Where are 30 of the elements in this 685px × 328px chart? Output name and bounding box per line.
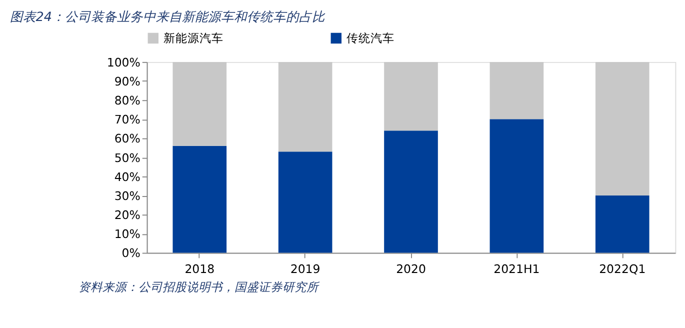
bar (278, 152, 332, 253)
bar (595, 196, 650, 253)
bar (384, 130, 438, 253)
y-tick-label: 0% (122, 246, 140, 260)
y-tick-label: 70% (114, 112, 140, 127)
bar (490, 62, 544, 120)
x-tick-label: 2018 (184, 262, 215, 276)
y-tick-label: 30% (114, 188, 140, 203)
y-tick-label: 60% (114, 132, 140, 146)
bar (172, 146, 227, 253)
y-tick-label: 40% (114, 170, 140, 184)
y-tick-label: 50% (114, 150, 140, 165)
bar (172, 62, 227, 146)
bar (384, 62, 438, 131)
bar (490, 119, 544, 253)
y-tick-label: 80% (114, 94, 140, 108)
y-tick-label: 100% (106, 55, 140, 70)
chart-title: 图表24：公司装备业务中来自新能源车和传统车的占比 (10, 8, 326, 24)
legend-label: 传统汽车 (346, 31, 394, 46)
y-tick-label: 90% (114, 74, 140, 88)
y-tick-label: 20% (114, 208, 140, 222)
bar (595, 62, 650, 196)
x-tick-label: 2021H1 (494, 262, 540, 276)
bar (278, 62, 332, 152)
legend-label: 新能源汽车 (163, 31, 224, 46)
x-tick-label: 2020 (396, 262, 426, 276)
y-tick-label: 10% (114, 227, 140, 242)
text: 资料来源：公司招股说明书，国盛证券研究所 (78, 280, 320, 294)
x-tick-label: 2022Q1 (599, 262, 646, 276)
x-tick-label: 2019 (290, 262, 320, 276)
